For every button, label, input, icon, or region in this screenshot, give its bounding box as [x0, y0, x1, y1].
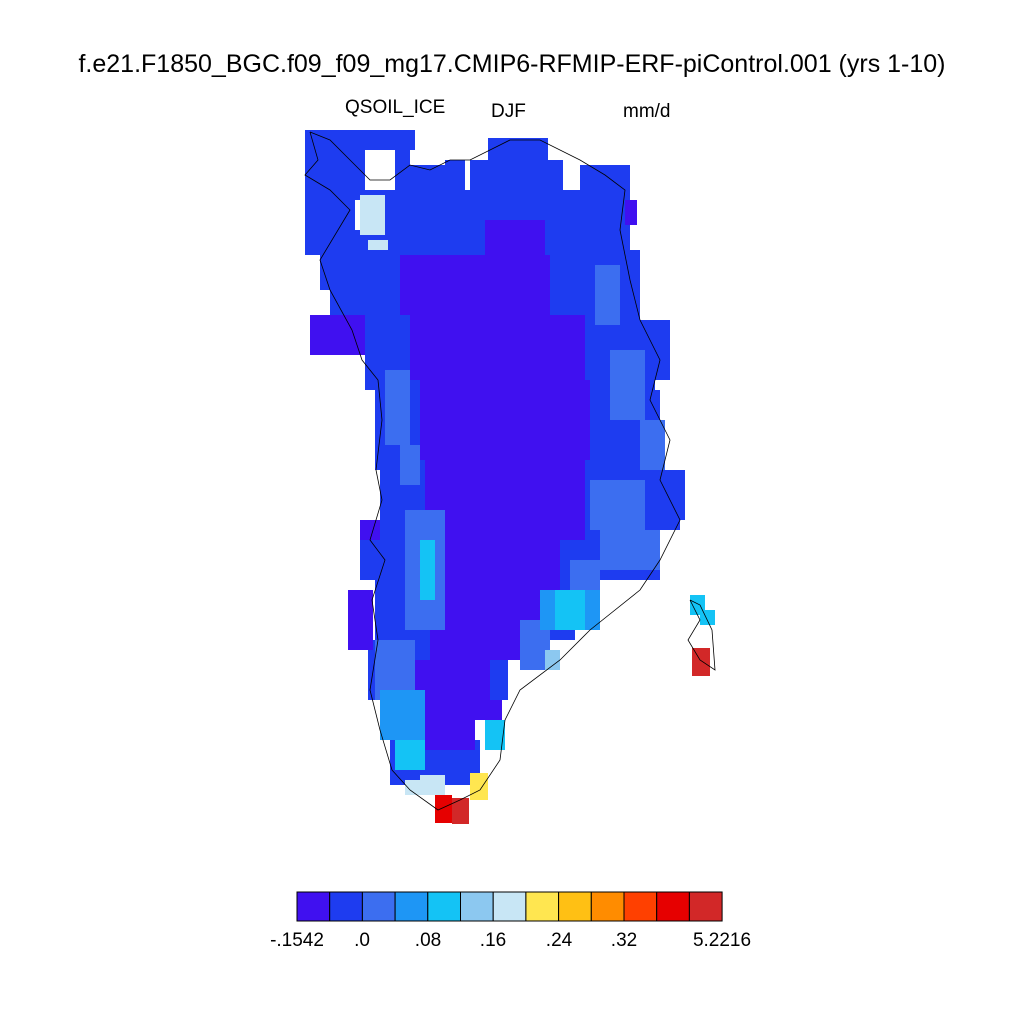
map-cell [310, 315, 365, 355]
colorbar-box [361, 891, 396, 922]
colorbar-tick-label: .24 [545, 930, 573, 951]
map-cell [660, 470, 685, 520]
map-cell [590, 480, 645, 530]
variable-label: QSOIL_ICE [345, 97, 446, 118]
colorbar-box [296, 891, 331, 922]
map-cell [400, 445, 420, 485]
colorbar-box [460, 891, 494, 922]
map-cell [545, 650, 560, 670]
colorbar-box [688, 891, 723, 922]
map-cell [395, 740, 425, 770]
map-cell [380, 690, 425, 740]
map-cell [420, 720, 475, 750]
coastline-island [687, 599, 716, 671]
map-cell [600, 530, 660, 570]
map-cell [305, 130, 415, 150]
map-cell [420, 380, 590, 460]
map-cell [400, 255, 550, 315]
colorbar-tick-label: .16 [479, 930, 507, 951]
map-cell [692, 648, 710, 676]
map-cell [490, 700, 502, 725]
colorbar-box [656, 891, 690, 922]
map-cell [595, 265, 620, 325]
season-label: DJF [491, 101, 526, 122]
map-cell [348, 590, 373, 650]
colorbar-box [525, 891, 560, 922]
colorbar-tick-label: 5.2216 [692, 930, 752, 951]
coastline [304, 131, 681, 811]
map-cell [395, 150, 410, 190]
map-cell [425, 460, 585, 540]
colorbar-tick-label: .32 [610, 930, 638, 951]
map-cell [430, 540, 560, 600]
map-cell [410, 315, 585, 380]
map-cell [405, 780, 420, 795]
map-cell [420, 775, 445, 795]
map-cell [625, 200, 637, 225]
map-cell [470, 773, 488, 800]
map-cell [360, 195, 385, 235]
map-cell [570, 560, 600, 590]
units-label: mm/d [623, 101, 671, 122]
map-cell [385, 370, 410, 445]
colorbar-tick-label: .08 [414, 930, 442, 951]
map-cell [435, 795, 452, 823]
colorbar-box [623, 891, 658, 922]
map-cell [555, 590, 585, 630]
colorbar-box [427, 891, 461, 922]
map-cell [610, 350, 645, 420]
map-cell [640, 420, 665, 470]
map-cell [305, 150, 365, 200]
colorbar-box [558, 891, 592, 922]
colorbar-box [590, 891, 625, 922]
map-cell [360, 520, 380, 540]
colorbar-box [394, 891, 429, 922]
map-cell [420, 540, 435, 600]
colorbar-box [329, 891, 363, 922]
map-cell [452, 798, 469, 824]
map-cell [485, 720, 505, 750]
colorbar-tick-label: .0 [354, 930, 370, 951]
colorbar-box [492, 891, 527, 922]
map-cell [485, 220, 545, 260]
map-cell [415, 660, 490, 720]
colorbar-boxes [296, 891, 723, 922]
plot-title: f.e21.F1850_BGC.f09_f09_mg17.CMIP6-RFMIP… [78, 50, 946, 78]
map-cell [700, 610, 715, 625]
colorbar-tick-label: -.1542 [270, 930, 324, 951]
field-cells [305, 130, 715, 824]
map-cell [368, 240, 388, 250]
